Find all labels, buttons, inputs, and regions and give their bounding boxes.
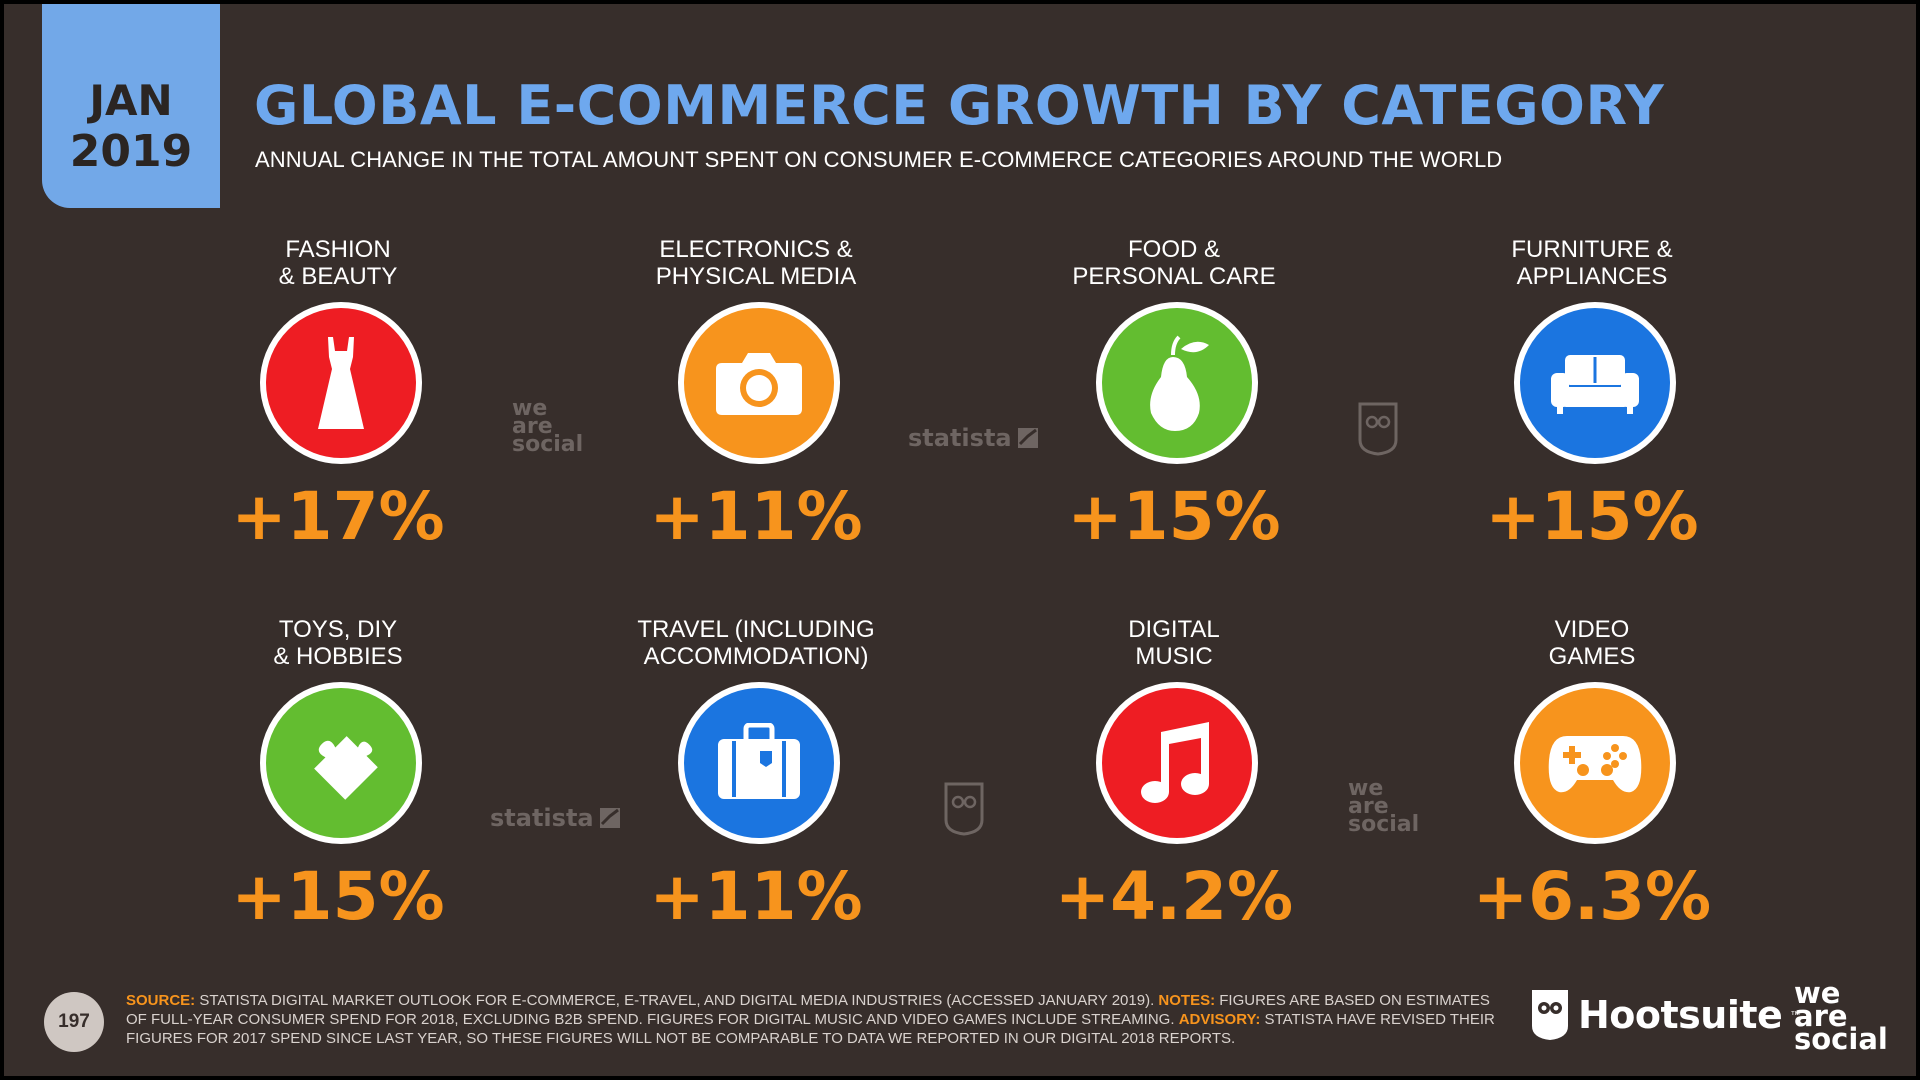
footer-notes: SOURCE: STATISTA DIGITAL MARKET OUTLOOK …	[126, 992, 1495, 1047]
statista-logo-icon	[599, 808, 620, 828]
category-label: FASHION & BEAUTY	[278, 236, 398, 290]
category-circle	[1514, 682, 1676, 844]
suitcase-icon	[718, 723, 800, 799]
date-month: JAN	[89, 76, 173, 125]
category-value: +15%	[1485, 478, 1699, 555]
date-tab: JAN 2019	[42, 4, 220, 208]
we-are-social-watermark: we are social	[512, 396, 584, 457]
statista-watermark: statista	[908, 424, 1038, 452]
hootsuite-logo: Hootsuite ™	[1530, 988, 1800, 1042]
category-value: +17%	[231, 478, 445, 555]
category-circle	[1514, 302, 1676, 464]
page-number: 197	[44, 992, 104, 1052]
category-value: +11%	[649, 858, 863, 935]
category-circle	[260, 302, 422, 464]
hootsuite-owl-icon	[1532, 990, 1568, 1040]
category-value: +15%	[231, 858, 445, 935]
category-label: FURNITURE & APPLIANCES	[1511, 236, 1673, 290]
category-value: +15%	[1067, 478, 1281, 555]
category-label: TOYS, DIY & HOBBIES	[273, 616, 403, 670]
category-label: TRAVEL (INCLUDING ACCOMMODATION)	[637, 616, 875, 670]
statista-watermark: statista	[490, 804, 620, 832]
sofa-icon	[1551, 355, 1639, 414]
category-label: FOOD & PERSONAL CARE	[1072, 236, 1276, 290]
category-circle	[678, 302, 840, 464]
music-note-icon	[1141, 722, 1209, 803]
statista-logo-icon	[1017, 428, 1038, 448]
puzzle-icon	[314, 736, 378, 800]
category-value: +11%	[649, 478, 863, 555]
gamepad-icon	[1548, 736, 1642, 793]
category-circle	[1096, 302, 1258, 464]
category-circle	[678, 682, 840, 844]
pear-icon	[1150, 335, 1209, 431]
category-value: +6.3%	[1472, 858, 1712, 935]
owl-watermark-icon	[1358, 402, 1398, 456]
category-circle	[260, 682, 422, 844]
owl-watermark-icon	[944, 782, 984, 836]
category-label: VIDEO GAMES	[1548, 616, 1636, 670]
category-circle	[1096, 682, 1258, 844]
dress-icon	[318, 337, 364, 429]
category-label: DIGITAL MUSIC	[1128, 616, 1220, 670]
hootsuite-wordmark: Hootsuite	[1578, 993, 1783, 1037]
category-value: +4.2%	[1054, 858, 1294, 935]
category-label: ELECTRONICS & PHYSICAL MEDIA	[655, 236, 857, 290]
page-subtitle: ANNUAL CHANGE IN THE TOTAL AMOUNT SPENT …	[255, 147, 1503, 172]
we-are-social-logo: we are social	[1794, 976, 1888, 1056]
date-year: 2019	[69, 126, 193, 177]
camera-icon	[716, 353, 802, 415]
we-are-social-watermark: we are social	[1348, 776, 1420, 837]
page-title: GLOBAL E-COMMERCE GROWTH BY CATEGORY	[254, 74, 1665, 137]
